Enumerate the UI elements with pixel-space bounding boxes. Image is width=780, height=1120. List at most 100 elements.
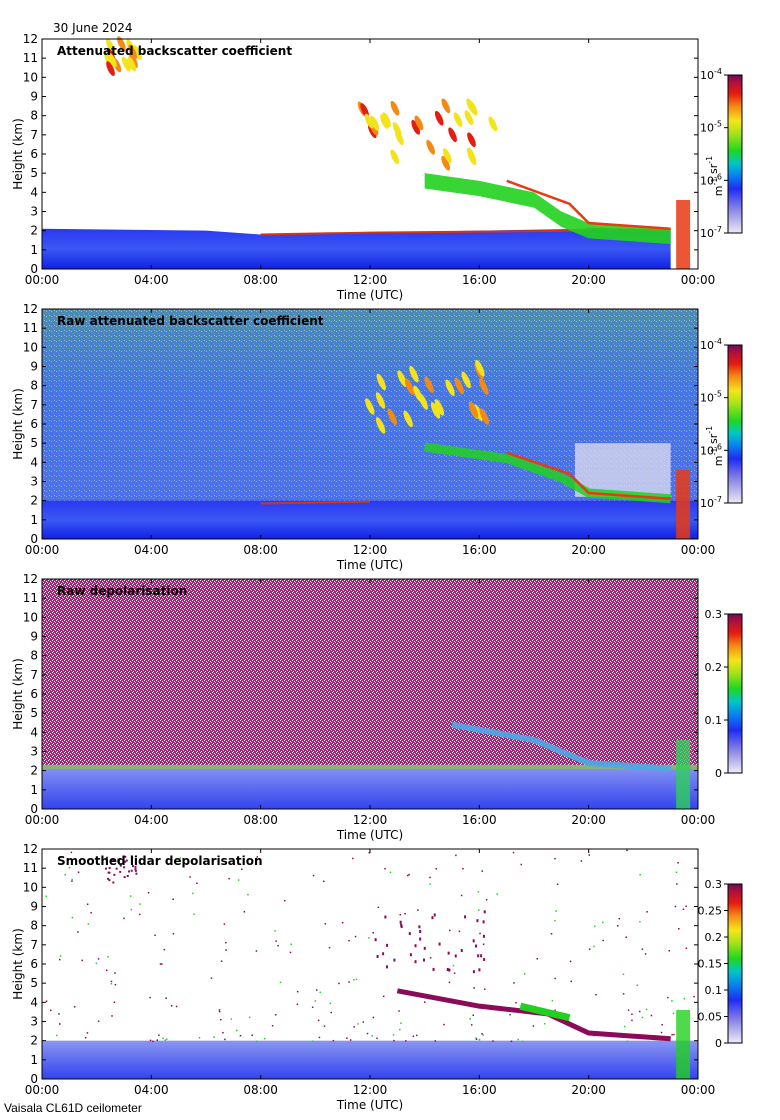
y-tick-label: 0 bbox=[30, 262, 38, 276]
noise-speck bbox=[555, 910, 557, 912]
y-tick-label: 8 bbox=[30, 649, 38, 663]
y-tick-label: 5 bbox=[30, 976, 38, 990]
cirrus-speck bbox=[112, 881, 115, 884]
y-tick-label: 3 bbox=[30, 745, 38, 759]
boundary-layer bbox=[42, 228, 671, 269]
noise-speck bbox=[672, 1012, 675, 1015]
noise-speck bbox=[58, 958, 61, 961]
noise-speck bbox=[59, 955, 62, 957]
noise-speck bbox=[588, 854, 591, 856]
colorbar-tick-exponent: -6 bbox=[714, 442, 722, 451]
y-axis-label: Height (km) bbox=[11, 118, 25, 189]
noise-speck bbox=[513, 982, 515, 984]
cirrus-speck bbox=[135, 872, 138, 875]
y-tick-label: 9 bbox=[30, 900, 38, 914]
cirrus-speck bbox=[384, 915, 387, 919]
cirrus-streak bbox=[434, 399, 445, 416]
noise-speck bbox=[159, 963, 162, 965]
boundary-layer-top bbox=[260, 500, 371, 505]
cirrus-streak bbox=[364, 113, 374, 129]
y-tick-label: 3 bbox=[30, 475, 38, 489]
cloud-layer-top bbox=[506, 451, 671, 500]
colorbar-gradient bbox=[727, 613, 743, 774]
noise-speck bbox=[482, 943, 485, 946]
noise-speck bbox=[228, 877, 230, 880]
noise-speck bbox=[71, 880, 73, 882]
cirrus-streak bbox=[107, 52, 117, 68]
cirrus-speck bbox=[477, 954, 480, 958]
noise-speck bbox=[323, 880, 325, 883]
colorbar-tick-exponent: -5 bbox=[714, 120, 722, 129]
cirrus-speck bbox=[476, 919, 479, 923]
cirrus-speck bbox=[107, 877, 110, 880]
noise-speck bbox=[129, 895, 132, 897]
x-tick-label: 20:00 bbox=[571, 1083, 606, 1097]
noise-speck bbox=[213, 1036, 215, 1038]
noise-speck bbox=[353, 978, 355, 981]
noise-speck bbox=[478, 1038, 481, 1041]
instrument-label: Vaisala CL61D ceilometer bbox=[4, 1101, 142, 1115]
noise-speck bbox=[263, 1037, 266, 1040]
noise-speck bbox=[368, 851, 371, 854]
noise-speck bbox=[315, 989, 318, 991]
noise-speck bbox=[602, 921, 604, 924]
noise-speck bbox=[372, 932, 374, 934]
noise-speck bbox=[149, 1039, 152, 1042]
precipitation-column bbox=[676, 1010, 691, 1079]
cirrus-streak bbox=[441, 155, 451, 171]
noise-speck bbox=[515, 1001, 517, 1004]
colorbar-unit-exponent: -1 bbox=[710, 178, 719, 186]
chart-panel-1: Attenuated backscatter coefficient012345… bbox=[11, 32, 743, 302]
y-tick-label: 5 bbox=[30, 436, 38, 450]
colorbar-unit-exponent: -1 bbox=[710, 448, 719, 456]
noise-speck bbox=[639, 920, 641, 923]
cirrus-streak bbox=[479, 408, 490, 425]
cirrus-streak bbox=[365, 398, 375, 415]
cirrus-streak bbox=[475, 359, 485, 377]
noise-speck bbox=[473, 987, 475, 989]
noise-speck bbox=[113, 1001, 116, 1004]
cirrus-speck bbox=[447, 951, 450, 955]
cirrus-speck bbox=[386, 965, 389, 969]
colorbar-gradient bbox=[727, 74, 743, 234]
colorbar-tick-label: 0.05 bbox=[698, 1011, 723, 1024]
cirrus-streak bbox=[464, 110, 474, 125]
colorbar-tick-label: 10-7 bbox=[700, 225, 722, 240]
noise-speck bbox=[618, 917, 621, 920]
y-tick-label: 4 bbox=[30, 185, 38, 199]
noise-speck bbox=[400, 1022, 402, 1024]
noise-speck bbox=[460, 894, 463, 897]
cirrus-speck bbox=[423, 946, 426, 950]
y-tick-label: 10 bbox=[23, 880, 38, 894]
x-tick-label: 20:00 bbox=[571, 813, 606, 827]
colorbar-unit: sr bbox=[707, 163, 720, 177]
colorbar-tick-label: 0 bbox=[715, 767, 722, 780]
noise-speck bbox=[683, 997, 686, 1000]
noise-speck bbox=[107, 956, 109, 958]
noise-speck bbox=[569, 960, 572, 963]
noise-speck bbox=[329, 1002, 332, 1005]
noise-speck bbox=[166, 1038, 168, 1040]
noise-speck bbox=[123, 917, 125, 920]
colorbar-unit-label: m-1 sr-1 bbox=[705, 426, 725, 466]
cirrus-speck bbox=[433, 913, 436, 917]
cirrus-speck bbox=[119, 870, 122, 873]
noise-speck bbox=[644, 953, 647, 955]
noise-speck bbox=[68, 866, 71, 869]
noise-speck bbox=[384, 867, 386, 870]
noise-speck bbox=[458, 930, 461, 933]
noise-speck bbox=[353, 1026, 355, 1028]
cirrus-streak bbox=[414, 115, 424, 131]
y-tick-label: 12 bbox=[23, 572, 38, 586]
noise-speck bbox=[470, 1024, 473, 1026]
noise-speck bbox=[277, 944, 279, 947]
noise-speck bbox=[196, 882, 198, 885]
noise-speck bbox=[434, 1040, 437, 1042]
noise-speck bbox=[225, 941, 227, 944]
noise-speck bbox=[536, 957, 539, 960]
cirrus-streak bbox=[411, 119, 421, 135]
noise-speck bbox=[179, 857, 182, 859]
noise-speck bbox=[406, 874, 409, 877]
